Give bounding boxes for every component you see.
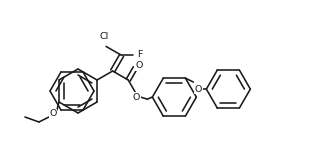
Text: Cl: Cl xyxy=(99,32,109,41)
Text: O: O xyxy=(136,61,143,70)
Text: O: O xyxy=(133,93,140,102)
Text: F: F xyxy=(137,50,142,59)
Text: O: O xyxy=(195,85,202,94)
Text: O: O xyxy=(49,110,57,119)
